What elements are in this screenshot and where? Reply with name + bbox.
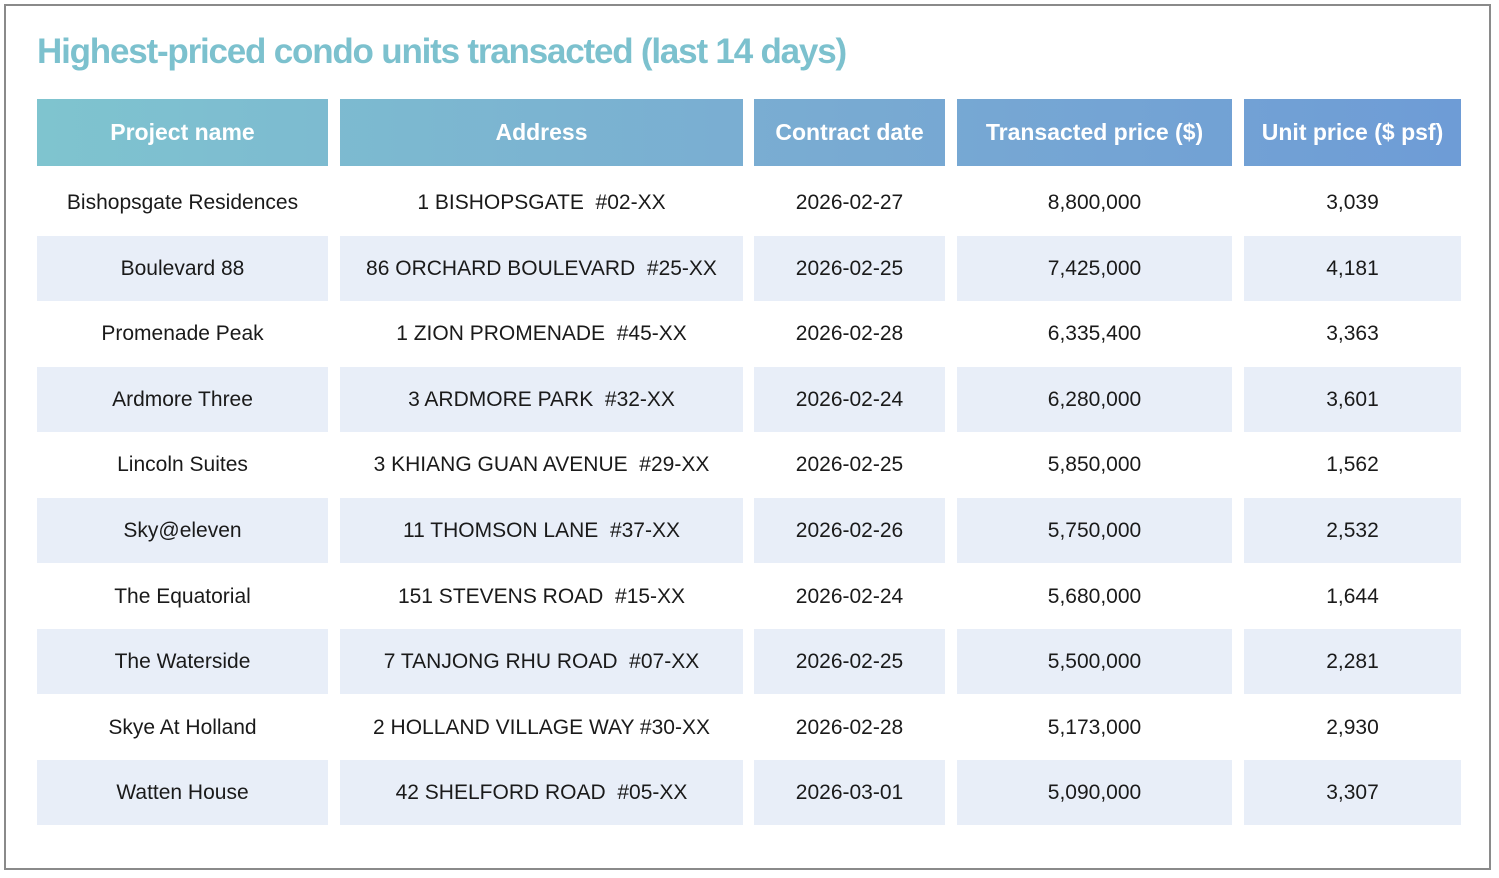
table-cell: 2026-02-28 (795, 715, 904, 739)
table-cell: 42 SHELFORD ROAD #05-XX (340, 760, 743, 825)
table-cell: 4,181 (1244, 236, 1461, 301)
table-cell: 2,281 (1244, 629, 1461, 694)
table-cell: 2026-02-25 (754, 629, 945, 694)
table-cell: 2026-02-25 (754, 236, 945, 301)
header-cell: Transacted price ($) (957, 99, 1232, 166)
table-cell: 2026-02-27 (795, 190, 904, 214)
table-cell: 5,173,000 (1047, 715, 1142, 739)
table-cell: Bishopsgate Residences (66, 190, 299, 214)
table-cell: 5,750,000 (957, 498, 1232, 563)
table-cell: 1 ZION PROMENADE #45-XX (396, 321, 687, 345)
table-cell: 11 THOMSON LANE #37-XX (340, 498, 743, 563)
table-cell: 1,562 (1326, 452, 1379, 476)
table-cell: 2026-02-25 (795, 452, 904, 476)
table-cell: 2 HOLLAND VILLAGE WAY #30-XX (373, 715, 710, 739)
table-cell: 3 ARDMORE PARK #32-XX (340, 367, 743, 432)
table-cell: 3,363 (1326, 321, 1379, 345)
table-cell: 5,680,000 (1047, 584, 1142, 608)
table-cell: Boulevard 88 (37, 236, 328, 301)
table-cell: 2026-02-24 (795, 584, 904, 608)
table-cell: The Equatorial (114, 584, 251, 608)
table-cell: 2026-03-01 (754, 760, 945, 825)
table-cell: Ardmore Three (37, 367, 328, 432)
table-cell: 3,307 (1244, 760, 1461, 825)
table-cell: 5,850,000 (1047, 452, 1142, 476)
table-cell: 86 ORCHARD BOULEVARD #25-XX (340, 236, 743, 301)
table-cell: Sky@eleven (37, 498, 328, 563)
table-cell: 2026-02-28 (795, 321, 904, 345)
table-cell: 6,280,000 (957, 367, 1232, 432)
table-cell: 7,425,000 (957, 236, 1232, 301)
header-cell: Address (340, 99, 743, 166)
table-cell: Promenade Peak (101, 321, 264, 345)
table-cell: 2,532 (1244, 498, 1461, 563)
table-cell: 1 BISHOPSGATE #02-XX (417, 190, 666, 214)
table-cell: Lincoln Suites (117, 452, 248, 476)
table-cell: 151 STEVENS ROAD #15-XX (397, 584, 686, 608)
table-cell: 2026-02-26 (754, 498, 945, 563)
table-cell: Watten House (37, 760, 328, 825)
header-cell: Contract date (754, 99, 945, 166)
table-cell: 2,930 (1326, 715, 1379, 739)
table-cell: 8,800,000 (1047, 190, 1142, 214)
table-cell: 6,335,400 (1047, 321, 1142, 345)
table-cell: Skye At Holland (108, 715, 257, 739)
table-cell: 3,039 (1326, 190, 1379, 214)
table-cell: 5,500,000 (957, 629, 1232, 694)
table-cell: 2026-02-24 (754, 367, 945, 432)
table-cell: 1,644 (1326, 584, 1379, 608)
table-title: Highest-priced condo units transacted (l… (37, 32, 847, 71)
header-cell: Unit price ($ psf) (1244, 99, 1461, 166)
header-cell: Project name (37, 99, 328, 166)
table-cell: 3,601 (1244, 367, 1461, 432)
table-cell: The Waterside (37, 629, 328, 694)
table-cell: 5,090,000 (957, 760, 1232, 825)
table-cell: 7 TANJONG RHU ROAD #07-XX (340, 629, 743, 694)
table-cell: 3 KHIANG GUAN AVENUE #29-XX (373, 452, 710, 476)
